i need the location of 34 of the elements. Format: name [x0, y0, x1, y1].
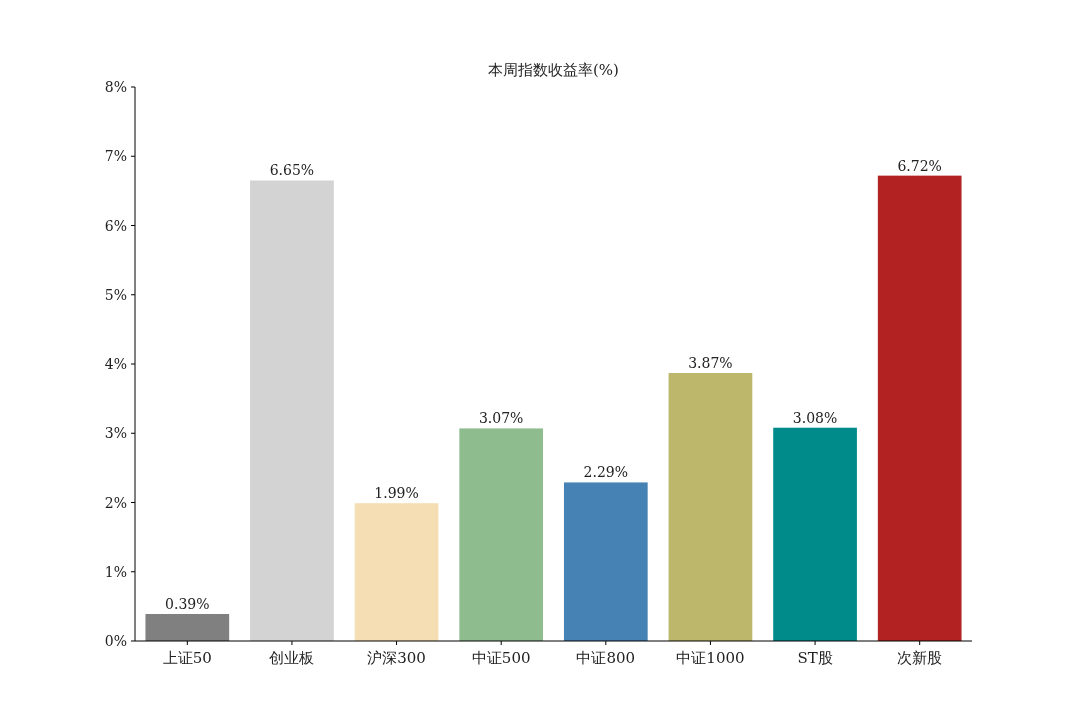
y-tick-label: 5%	[104, 286, 127, 303]
data-label: 2.29%	[583, 464, 629, 481]
x-tick-label: 中证500	[471, 649, 531, 667]
data-label: 3.07%	[478, 410, 524, 427]
y-tick-label: 4%	[104, 356, 127, 372]
y-tick-label: 3%	[104, 425, 127, 442]
bar	[250, 180, 334, 641]
y-tick-label: 0%	[104, 633, 127, 649]
y-tick-label: 6%	[104, 217, 127, 234]
x-tick-label: 中证800	[576, 649, 636, 667]
bar	[668, 373, 753, 641]
data-label: 6.72%	[897, 157, 942, 174]
bar	[459, 428, 544, 641]
bar	[877, 175, 962, 641]
x-tick-label: 上证50	[162, 649, 212, 667]
y-tick-label: 1%	[104, 563, 127, 580]
x-tick-label: 沪深300	[367, 649, 426, 667]
bar	[563, 482, 648, 641]
data-label: 1.99%	[374, 485, 419, 502]
bar	[773, 427, 857, 641]
y-tick-label: 7%	[104, 148, 127, 165]
bar	[145, 613, 230, 641]
x-tick-label: 次新股	[897, 649, 943, 667]
x-tick-label: ST股	[797, 649, 833, 667]
chart-title: 本周指数收益率(%)	[488, 61, 619, 79]
y-tick-label: 8%	[104, 79, 127, 95]
data-label: 3.87%	[688, 355, 733, 371]
data-label: 0.39%	[165, 595, 210, 612]
data-label: 6.65%	[269, 162, 315, 179]
data-label: 3.08%	[792, 409, 838, 426]
bar	[354, 503, 439, 641]
y-tick-label: 2%	[104, 494, 127, 511]
x-tick-label: 创业板	[269, 649, 315, 667]
x-tick-label: 中证1000	[676, 649, 745, 667]
